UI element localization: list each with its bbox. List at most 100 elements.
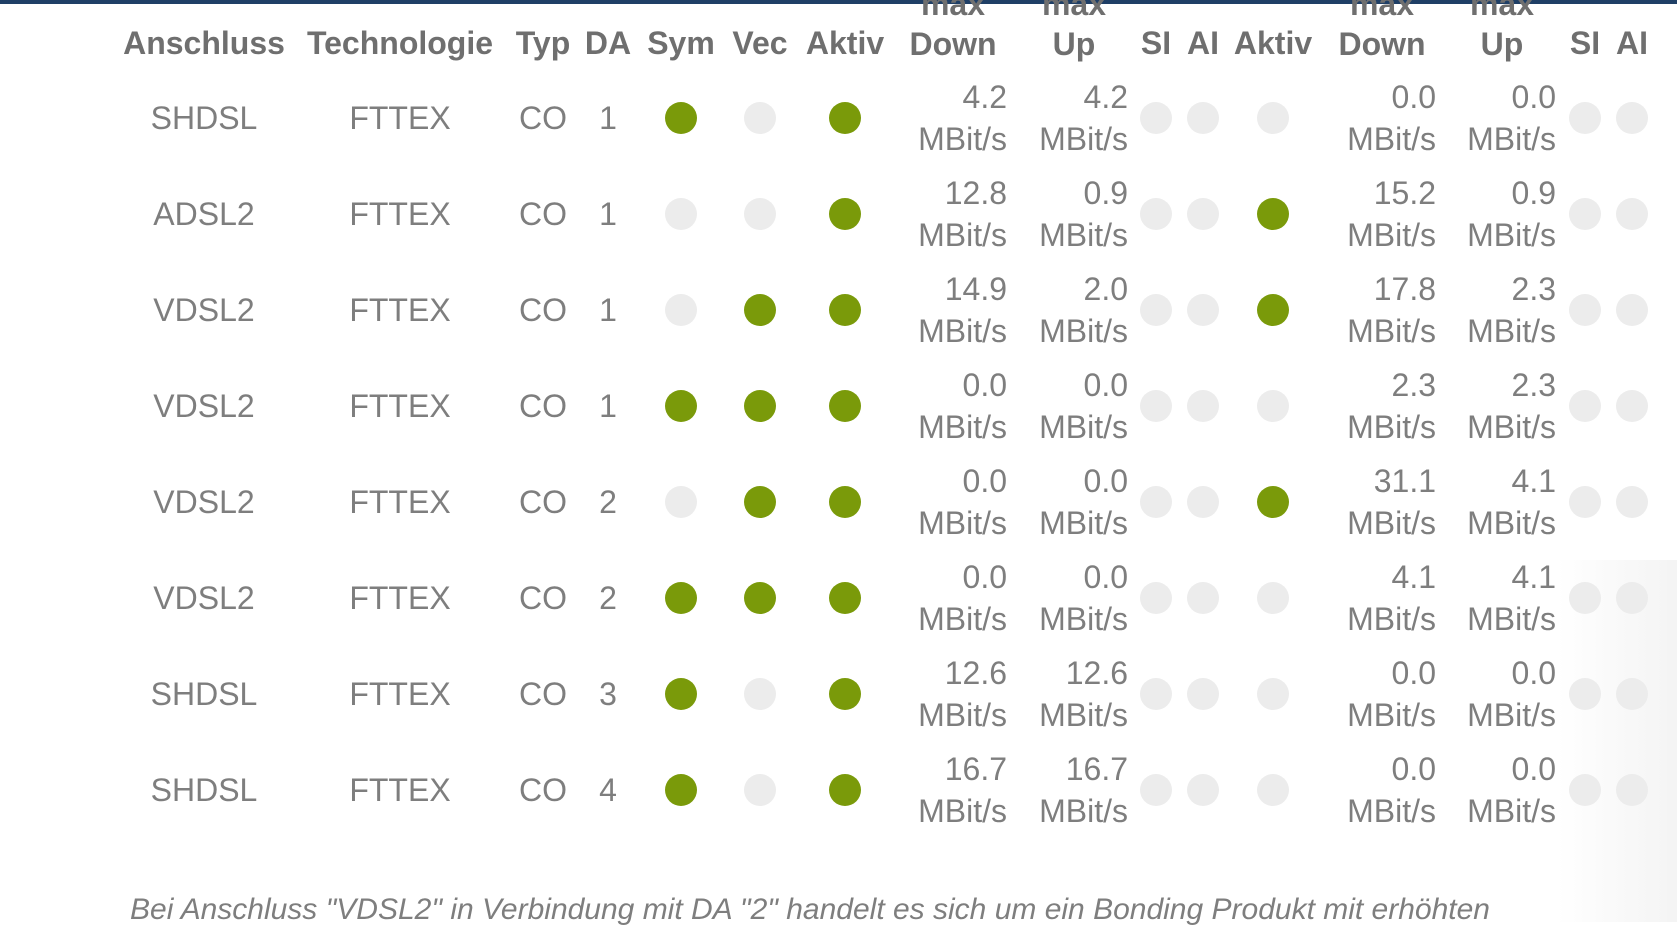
header-label: SI [1569,25,1601,61]
status-dot-sym [665,198,697,230]
status-dot-aktiv [829,486,861,518]
header-label: Typ [515,25,571,61]
cell-da: 1 [599,100,617,136]
header-label-line: max [920,0,986,22]
status-dot-si1 [1140,294,1172,326]
status-dot-vec [744,486,776,518]
rate-unit: MBit/s [918,217,1007,253]
status-dot-aktiv [829,582,861,614]
cell-da: 2 [599,484,617,520]
status-dot-si2 [1569,294,1601,326]
rate-unit: MBit/s [1467,505,1556,541]
header-label: max Down [1327,0,1437,64]
header-max-up2: max Up [1452,0,1552,70]
header-si1: SI [1136,0,1176,70]
rate-unit: MBit/s [1039,793,1128,829]
status-dot-vec [744,678,776,710]
rate-value-up1: 0.0 [1083,367,1128,403]
rate-unit: MBit/s [1347,697,1436,733]
status-dot-ai2 [1616,102,1648,134]
rate-unit: MBit/s [1039,697,1128,733]
header-label: max Up [1024,0,1124,64]
header-aktiv2: Aktiv [1228,0,1318,70]
header-label-line: max [1041,0,1107,22]
cell-da: 2 [599,580,617,616]
rate-unit: MBit/s [1467,313,1556,349]
header-anschluss: Anschluss [114,0,294,70]
rate-value-down2: 17.8 [1373,271,1436,307]
header-label-line: max [1469,0,1535,22]
status-dot-si2 [1569,102,1601,134]
rate-unit: MBit/s [1039,505,1128,541]
status-dot-sym [665,390,697,422]
cell-technologie: FTTEX [349,100,451,136]
rate-unit: MBit/s [1347,601,1436,637]
rate-value-up1: 16.7 [1065,751,1128,787]
status-dot-si2 [1569,582,1601,614]
status-dot-aktiv [829,774,861,806]
footnote: Bei Anschluss "VDSL2" in Verbindung mit … [130,893,1490,926]
rate-unit: MBit/s [1347,505,1436,541]
status-dot-si1 [1140,678,1172,710]
rate-unit: MBit/s [1039,217,1128,253]
header-label: Aktiv [805,25,885,61]
cell-technologie: FTTEX [349,292,451,328]
status-dot-aktiv2 [1257,678,1289,710]
status-dot-aktiv2 [1257,774,1289,806]
status-dot-vec [744,390,776,422]
header-technologie: Technologie [300,0,500,70]
header-aktiv1: Aktiv [800,0,890,70]
header-label-line: Up [1480,26,1524,62]
status-dot-aktiv [829,102,861,134]
status-dot-si1 [1140,774,1172,806]
status-dot-si1 [1140,102,1172,134]
rate-unit: MBit/s [918,313,1007,349]
rate-unit: MBit/s [1467,601,1556,637]
rate-value-down2: 15.2 [1373,175,1436,211]
rate-value-down1: 14.9 [944,271,1007,307]
header-label: Anschluss [123,25,285,61]
status-dot-si2 [1569,774,1601,806]
cell-da: 3 [599,676,617,712]
status-dot-si2 [1569,486,1601,518]
rate-value-down2: 0.0 [1391,79,1436,115]
rate-unit: MBit/s [918,505,1007,541]
rate-unit: MBit/s [1467,697,1556,733]
rate-unit: MBit/s [1039,313,1128,349]
rate-value-up1: 2.0 [1083,271,1128,307]
rate-value-up1: 4.2 [1083,79,1128,115]
status-dot-aktiv [829,294,861,326]
status-dot-si1 [1140,582,1172,614]
rate-value-up1: 0.0 [1083,559,1128,595]
rate-value-up2: 4.1 [1511,559,1556,595]
status-dot-aktiv [829,390,861,422]
top-bar [0,0,1677,4]
status-dot-si2 [1569,390,1601,422]
status-dot-ai2 [1616,582,1648,614]
status-dot-si1 [1140,486,1172,518]
status-dot-vec [744,198,776,230]
status-dot-ai2 [1616,390,1648,422]
cell-technologie: FTTEX [349,580,451,616]
cell-da: 4 [599,772,617,808]
cell-anschluss: SHDSL [150,676,258,712]
cell-typ: CO [519,100,567,136]
rate-value-up1: 12.6 [1065,655,1128,691]
header-label: max Up [1452,0,1552,64]
header-label: Vec [732,25,788,61]
rate-value-down1: 16.7 [944,751,1007,787]
cell-typ: CO [519,580,567,616]
cell-da: 1 [599,388,617,424]
status-dot-ai1 [1187,102,1219,134]
status-dot-si1 [1140,198,1172,230]
status-dot-aktiv2 [1257,486,1289,518]
status-dot-ai1 [1187,582,1219,614]
status-dot-sym [665,486,697,518]
status-dot-ai1 [1187,294,1219,326]
rate-value-down2: 31.1 [1373,463,1436,499]
status-dot-ai2 [1616,198,1648,230]
rate-unit: MBit/s [1347,121,1436,157]
header-vec: Vec [720,0,800,70]
status-dot-aktiv2 [1257,294,1289,326]
status-dot-aktiv2 [1257,102,1289,134]
